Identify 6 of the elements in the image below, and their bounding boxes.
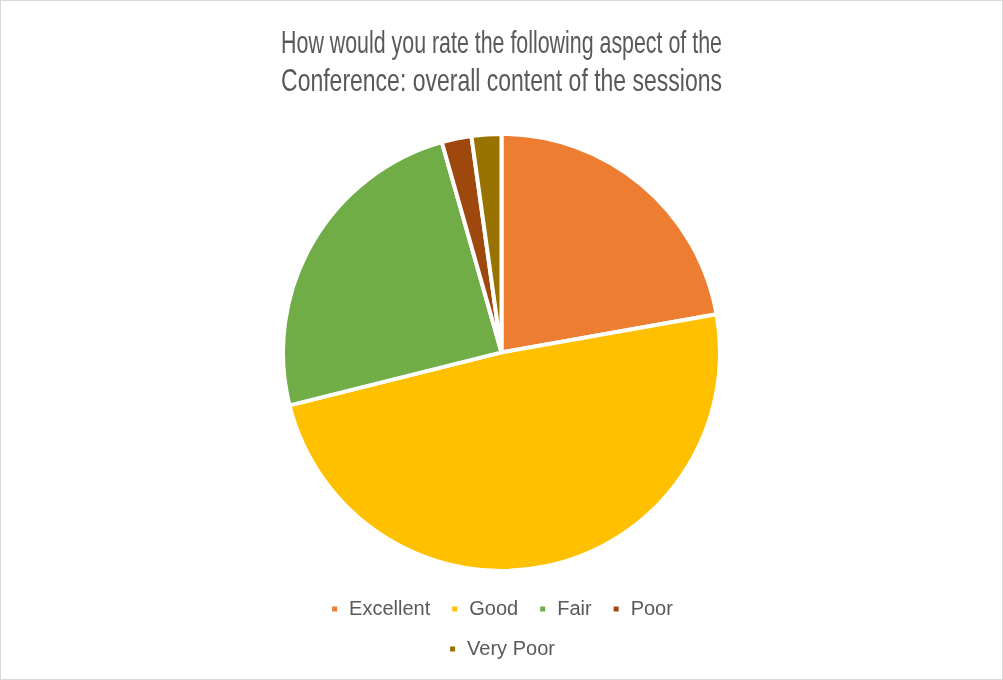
legend-label: Poor	[630, 596, 674, 619]
legend-label: Excellent	[349, 596, 431, 619]
chart-title: How would you rate the following aspect of the Conference: overall content of the sessions	[281, 23, 722, 99]
legend-label: Very Poor	[467, 636, 556, 659]
legend-label: Good	[469, 596, 519, 619]
legend-label: Fair	[557, 596, 592, 619]
